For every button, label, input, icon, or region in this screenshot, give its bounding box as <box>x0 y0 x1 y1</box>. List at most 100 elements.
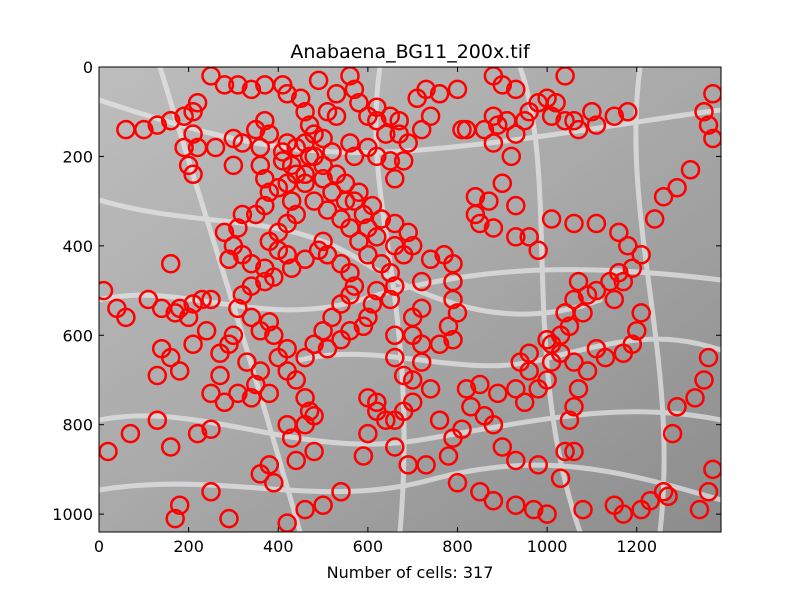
cell-marker <box>380 151 401 171</box>
cell-marker <box>317 200 338 220</box>
cell-marker <box>402 370 423 390</box>
x-tick-label: 0 <box>94 537 104 556</box>
cell-marker <box>694 370 714 390</box>
cell-marker <box>577 285 598 305</box>
cell-marker <box>452 119 472 140</box>
cell-marker <box>371 209 392 229</box>
cell-marker <box>178 155 199 176</box>
cell-marker <box>201 289 221 310</box>
cell-marker <box>506 379 526 399</box>
cell-marker <box>313 169 333 189</box>
cell-marker <box>541 352 562 372</box>
cell-marker <box>627 321 647 341</box>
cell-marker <box>178 307 199 328</box>
cell-marker <box>609 222 629 243</box>
cell-marker <box>447 473 468 493</box>
cell-marker <box>286 450 306 471</box>
cell-marker <box>210 365 230 386</box>
x-axis-label: Number of cells: 317 <box>327 563 494 582</box>
cell-marker <box>470 374 490 395</box>
cell-marker <box>259 182 280 202</box>
cell-marker <box>385 437 405 457</box>
cell-marker <box>169 495 190 515</box>
cell-marker <box>353 316 374 337</box>
cell-marker <box>461 397 481 417</box>
cell-marker <box>380 289 401 310</box>
cell-marker <box>214 75 235 95</box>
cell-marker <box>653 186 674 207</box>
cell-marker <box>537 329 557 350</box>
cell-marker <box>183 101 203 122</box>
cell-marker <box>255 271 275 292</box>
cell-marker <box>281 428 302 448</box>
cell-marker <box>618 101 638 122</box>
cell-marker <box>259 455 280 475</box>
cell-marker <box>304 406 324 426</box>
cell-marker <box>344 79 365 100</box>
cell-marker <box>116 307 136 328</box>
y-axis-ticks: 0 200 400 600 800 1000 <box>52 58 721 524</box>
cell-marker <box>411 271 432 292</box>
cell-marker <box>694 101 714 122</box>
cell-marker <box>228 383 248 404</box>
cell-marker <box>317 245 338 265</box>
cell-marker <box>411 352 432 372</box>
cell-marker <box>295 499 315 520</box>
cell-marker <box>564 289 584 310</box>
cell-marker <box>183 334 203 354</box>
cell-marker <box>537 88 557 109</box>
cell-marker <box>299 115 320 135</box>
cell-marker <box>358 106 378 126</box>
y-tick-label: 0 <box>83 58 93 77</box>
cell-marker <box>201 419 221 439</box>
cell-marker <box>667 177 687 198</box>
cell-marker <box>264 473 284 493</box>
cell-marker <box>528 379 548 399</box>
cell-marker <box>546 93 566 113</box>
cell-marker <box>685 388 705 408</box>
cell-marker <box>613 271 634 292</box>
cell-marker <box>160 347 181 368</box>
cell-marker <box>604 106 625 126</box>
cell-marker <box>308 70 329 91</box>
cell-marker <box>528 240 548 261</box>
cell-marker <box>160 437 181 457</box>
cell-marker <box>295 173 315 194</box>
cell-marker <box>272 75 293 95</box>
cell-marker <box>313 128 333 149</box>
cell-marker <box>541 209 562 229</box>
cell-marker <box>277 84 297 104</box>
cell-marker <box>138 289 159 310</box>
cell-marker <box>295 347 315 368</box>
y-tick-label: 800 <box>62 416 93 435</box>
cell-marker <box>411 119 432 140</box>
cell-marker <box>492 437 513 457</box>
cell-marker <box>380 106 401 126</box>
cell-marker <box>340 262 360 283</box>
cell-marker <box>662 423 683 444</box>
cell-marker <box>586 115 607 135</box>
cell-marker <box>389 110 409 131</box>
cell-marker <box>622 334 643 354</box>
cell-marker <box>703 128 721 149</box>
cell-marker <box>385 169 405 189</box>
cell-marker <box>492 173 513 194</box>
x-tick-label: 400 <box>263 537 294 556</box>
x-tick-label: 600 <box>353 537 384 556</box>
cell-marker <box>160 253 181 274</box>
cell-marker <box>331 482 351 502</box>
cell-marker <box>228 298 248 319</box>
cell-marker <box>631 245 651 265</box>
cell-marker <box>322 142 342 162</box>
cell-marker <box>358 245 378 265</box>
cell-marker <box>595 347 616 368</box>
cell-marker <box>313 321 333 341</box>
cell-marker <box>250 321 271 341</box>
cell-marker <box>295 133 315 153</box>
cell-marker <box>281 155 302 176</box>
cell-marker <box>313 495 333 515</box>
cell-marker <box>420 249 441 270</box>
cell-marker <box>456 379 477 399</box>
y-tick-label: 200 <box>62 147 93 166</box>
cell-marker <box>385 276 405 296</box>
